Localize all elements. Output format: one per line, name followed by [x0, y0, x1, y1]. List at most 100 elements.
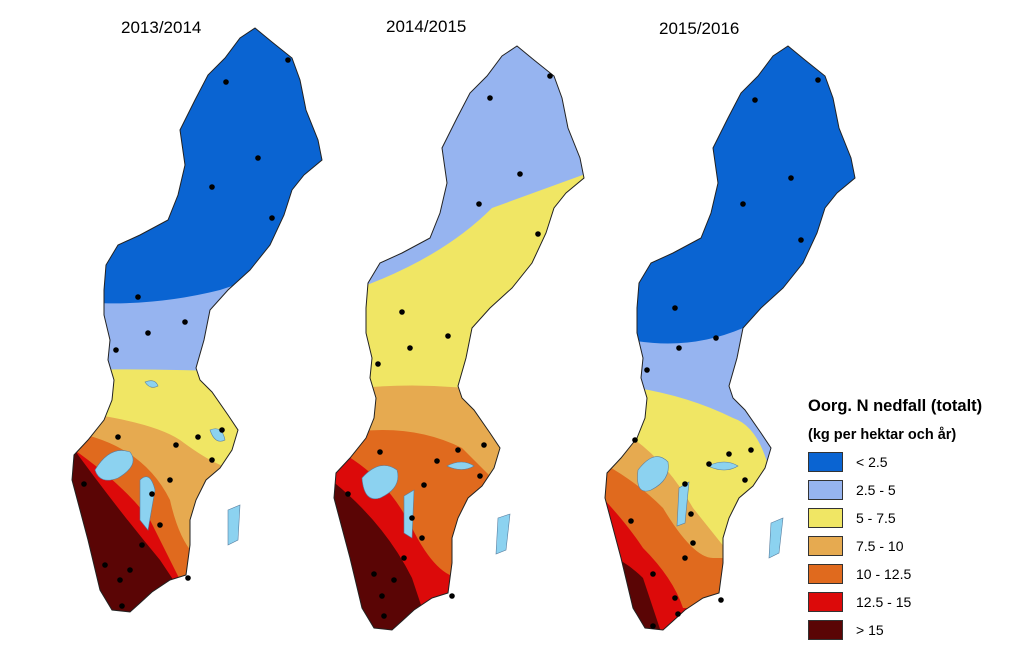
station-dot	[345, 491, 351, 497]
station-dot	[102, 562, 108, 568]
station-dot	[706, 461, 712, 467]
station-dot	[407, 345, 413, 351]
station-dot	[419, 535, 425, 541]
station-dot	[269, 215, 275, 221]
station-dot	[682, 555, 688, 561]
legend-label: 7.5 - 10	[856, 538, 904, 554]
station-dot	[815, 77, 821, 83]
station-dot	[399, 309, 405, 315]
station-dot	[135, 294, 141, 300]
map-title-2014-2015: 2014/2015	[386, 17, 467, 36]
station-dot	[726, 451, 732, 457]
station-dot	[209, 457, 215, 463]
legend-row: < 2.5	[808, 452, 1008, 474]
map-2014-2015	[333, 45, 585, 631]
station-dot	[119, 603, 125, 609]
station-dot	[740, 201, 746, 207]
legend-subtitle: (kg per hektar och år)	[808, 427, 957, 443]
station-dot	[149, 491, 155, 497]
station-dot	[434, 458, 440, 464]
station-dot	[788, 175, 794, 181]
station-dot	[718, 597, 724, 603]
station-dot	[391, 577, 397, 583]
station-dot	[115, 434, 121, 440]
station-dot	[379, 593, 385, 599]
legend-title: Oorg. N nedfall (totalt)	[808, 397, 983, 415]
station-dot	[481, 442, 487, 448]
station-dot	[672, 595, 678, 601]
station-dot	[139, 542, 145, 548]
station-dot	[682, 481, 688, 487]
station-dot	[748, 447, 754, 453]
legend-swatch	[808, 592, 843, 612]
station-dot	[185, 575, 191, 581]
legend-row: 10 - 12.5	[808, 564, 1008, 586]
legend-row: > 15	[808, 620, 1008, 642]
station-dot	[285, 57, 291, 63]
legend-row: 2.5 - 5	[808, 480, 1008, 502]
legend-row: 5 - 7.5	[808, 508, 1008, 530]
legend-label: 2.5 - 5	[856, 482, 896, 498]
station-dot	[381, 613, 387, 619]
station-dot	[517, 171, 523, 177]
map-2013-2014	[71, 27, 323, 613]
station-dot	[688, 511, 694, 517]
station-dot	[713, 335, 719, 341]
legend-swatch	[808, 620, 843, 640]
station-dot	[632, 437, 638, 443]
station-dot	[650, 623, 656, 629]
station-dot	[675, 611, 681, 617]
legend-swatch	[808, 508, 843, 528]
map-title-2015-2016: 2015/2016	[659, 19, 740, 38]
legend-label: 5 - 7.5	[856, 510, 896, 526]
station-dot	[223, 79, 229, 85]
legend-swatch	[808, 564, 843, 584]
station-dot	[145, 330, 151, 336]
station-dot	[409, 515, 415, 521]
legend-swatch	[808, 452, 843, 472]
legend-swatch	[808, 480, 843, 500]
station-dot	[371, 571, 377, 577]
station-dot	[81, 481, 87, 487]
station-dot	[742, 477, 748, 483]
station-dot	[535, 231, 541, 237]
station-dot	[157, 522, 163, 528]
station-dot	[255, 155, 261, 161]
legend-swatch	[808, 536, 843, 556]
station-dot	[401, 555, 407, 561]
station-dot	[195, 434, 201, 440]
station-dot	[690, 540, 696, 546]
station-dot	[798, 237, 804, 243]
station-dot	[676, 345, 682, 351]
station-dot	[117, 577, 123, 583]
station-dot	[209, 184, 215, 190]
station-dot	[487, 95, 493, 101]
station-dot	[455, 447, 461, 453]
legend-label: 12.5 - 15	[856, 594, 912, 610]
station-dot	[127, 567, 133, 573]
legend-row: 12.5 - 15	[808, 592, 1008, 614]
legend: Oorg. N nedfall (totalt) (kg per hektar …	[808, 396, 1018, 640]
legend-label: 10 - 12.5	[856, 566, 912, 582]
station-dot	[182, 319, 188, 325]
station-dot	[375, 361, 381, 367]
station-dot	[113, 347, 119, 353]
legend-label: < 2.5	[856, 454, 888, 470]
station-dot	[628, 518, 634, 524]
legend-row: 7.5 - 10	[808, 536, 1008, 558]
legend-label: > 15	[856, 622, 884, 638]
station-dot	[672, 305, 678, 311]
map-title-2013-2014: 2013/2014	[121, 18, 202, 37]
station-dot	[476, 201, 482, 207]
station-dot	[421, 482, 427, 488]
station-dot	[445, 333, 451, 339]
station-dot	[477, 473, 483, 479]
station-dot	[547, 73, 553, 79]
station-dot	[167, 477, 173, 483]
station-dot	[173, 442, 179, 448]
station-dot	[449, 593, 455, 599]
station-dot	[377, 449, 383, 455]
station-dot	[219, 427, 225, 433]
station-dot	[650, 571, 656, 577]
